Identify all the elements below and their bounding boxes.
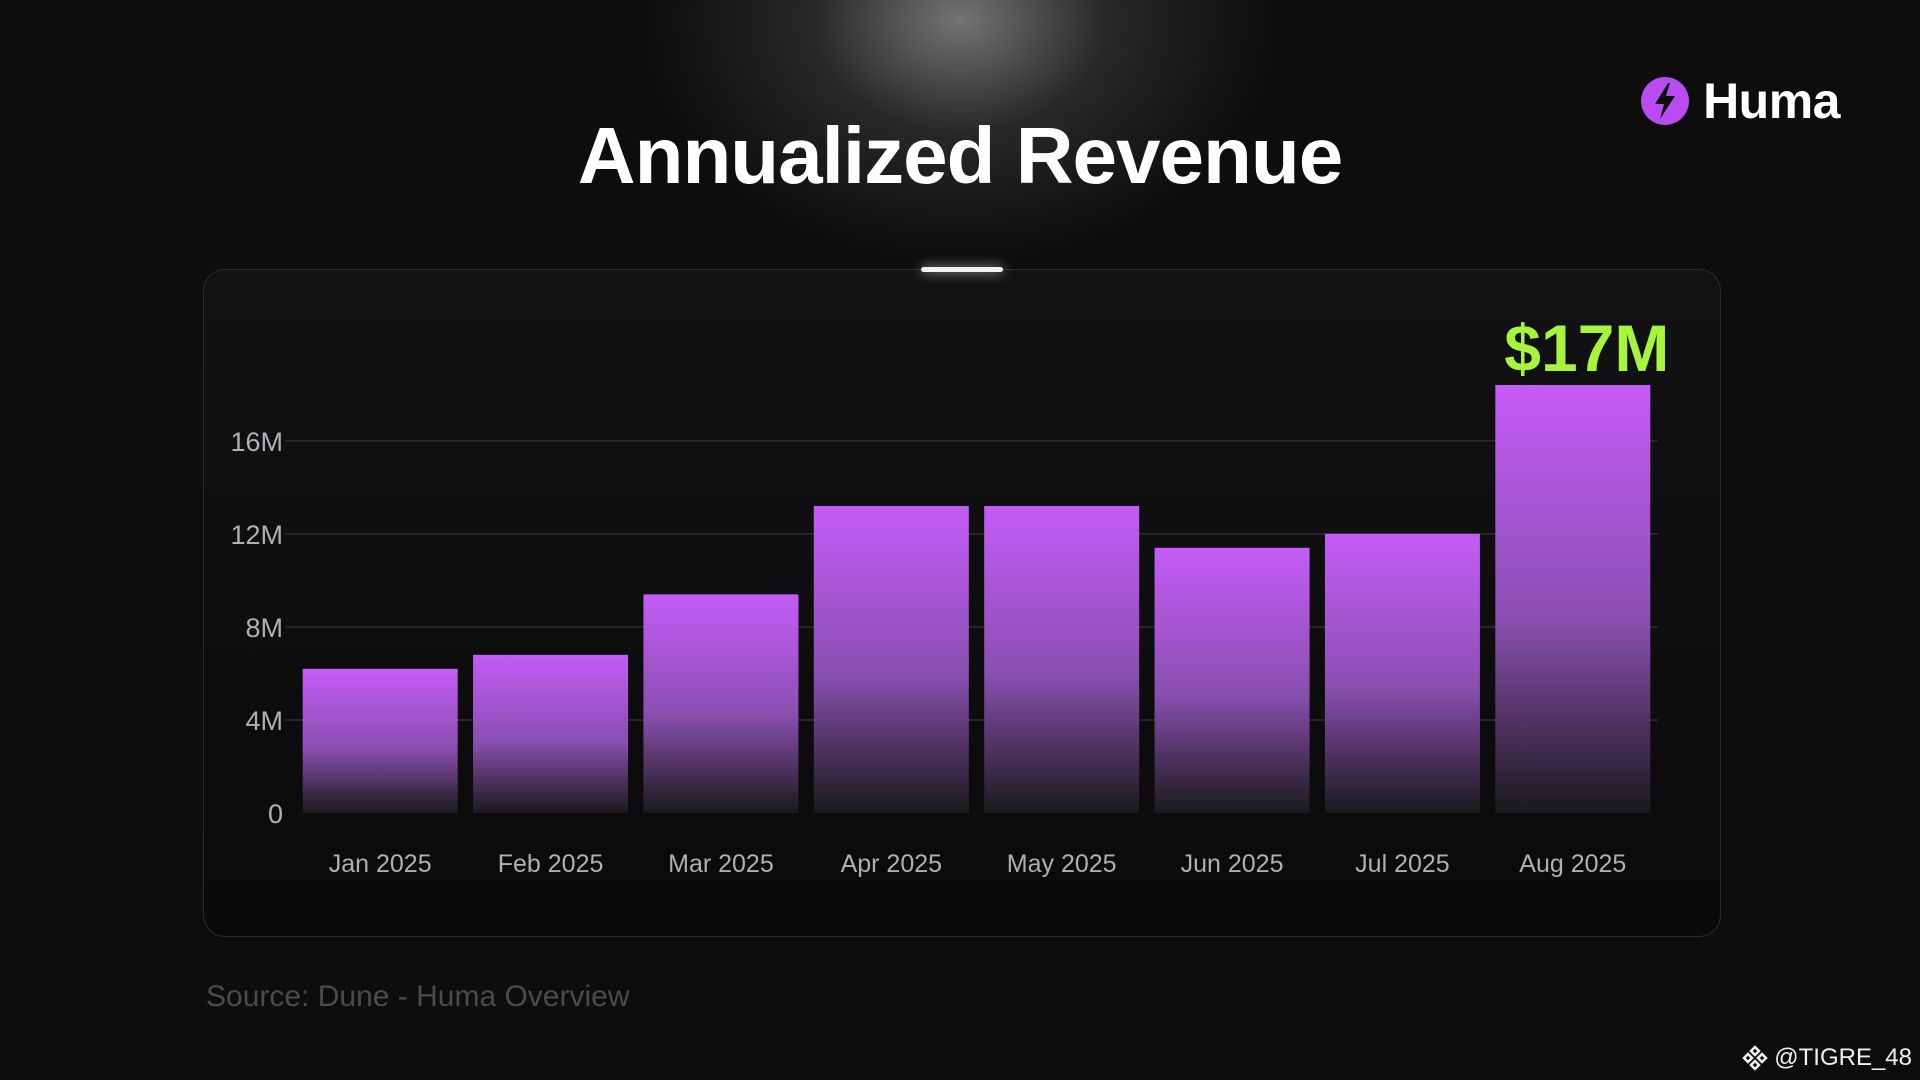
bar xyxy=(1154,547,1310,813)
logo-text: Huma xyxy=(1703,73,1840,129)
bar xyxy=(473,654,629,813)
x-tick-label: Mar 2025 xyxy=(668,850,774,878)
y-tick-label: 0 xyxy=(268,799,283,829)
x-tick-label: Jan 2025 xyxy=(329,850,432,878)
bar xyxy=(813,505,969,813)
bar xyxy=(984,505,1140,813)
y-tick-label: 16M xyxy=(230,427,283,457)
card-top-glow xyxy=(921,267,1003,272)
x-tick-label: Apr 2025 xyxy=(841,850,942,878)
bar xyxy=(1495,385,1651,813)
huma-logo-icon xyxy=(1641,77,1690,125)
x-tick-label: Jun 2025 xyxy=(1181,850,1284,878)
x-tick-label: Feb 2025 xyxy=(498,850,604,878)
watermark-text: @TIGRE_48 xyxy=(1774,1044,1912,1071)
y-tick-label: 4M xyxy=(245,706,283,736)
bar xyxy=(643,594,799,813)
x-tick-label: Jul 2025 xyxy=(1355,850,1450,878)
y-tick-label: 12M xyxy=(230,520,283,550)
value-annotation: $17M xyxy=(1504,311,1669,385)
page-title: Annualized Revenue xyxy=(577,111,1343,200)
diamond-logo-icon xyxy=(1742,1045,1769,1071)
x-tick-label: Aug 2025 xyxy=(1519,850,1626,878)
bar xyxy=(302,668,458,813)
y-tick-label: 8M xyxy=(245,613,283,643)
bar xyxy=(1324,533,1480,813)
x-tick-label: May 2025 xyxy=(1007,850,1117,878)
huma-logo: Huma xyxy=(1641,70,1840,132)
watermark: @TIGRE_48 xyxy=(1742,1044,1912,1072)
source-note: Source: Dune - Huma Overview xyxy=(206,980,630,1013)
